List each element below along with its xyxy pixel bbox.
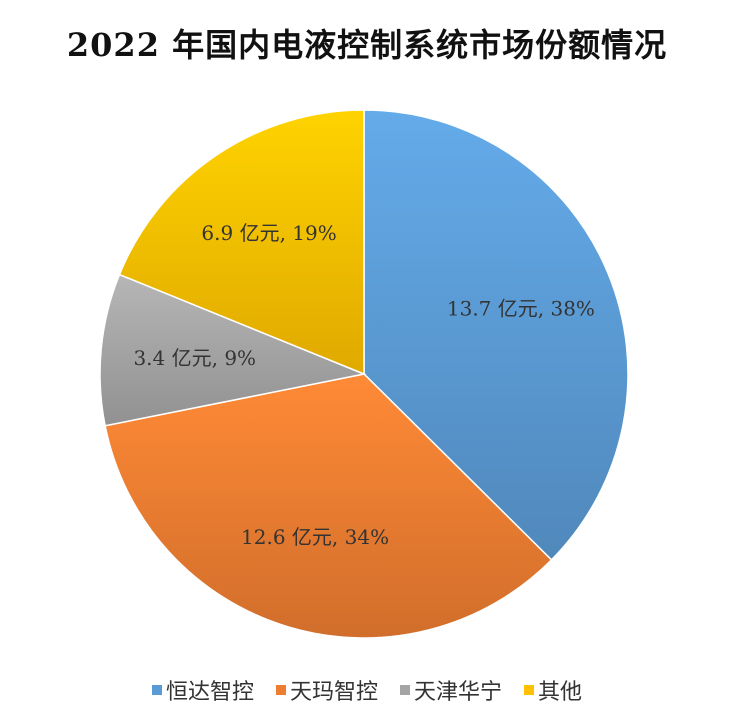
slice-data-label: 3.4 亿元, 9% xyxy=(133,346,256,370)
pie-slice-2 xyxy=(104,373,553,639)
chart-title: 2022 年国内电液控制系统市场份额情况 xyxy=(66,26,668,64)
pie-slices xyxy=(99,109,629,639)
legend-label: 恒达智控 xyxy=(165,680,254,705)
legend-swatch xyxy=(400,685,410,695)
pie-slice-4 xyxy=(118,109,365,376)
slice-data-label: 6.9 亿元, 19% xyxy=(201,221,336,245)
legend-label: 天津华宁 xyxy=(414,680,503,705)
legend-label: 其他 xyxy=(538,680,583,705)
slice-data-label: 12.6 亿元, 34% xyxy=(241,525,389,549)
legend-swatch xyxy=(275,685,286,695)
legend-item: 天玛智控 xyxy=(275,674,378,706)
legend-item: 天津华宁 xyxy=(400,674,502,706)
pie-slice-1 xyxy=(363,109,629,561)
slice-data-label: 13.7 亿元, 38% xyxy=(447,297,595,321)
legend: 恒达智控 天玛智控 天津华宁 其他 xyxy=(0,674,734,706)
legend-swatch xyxy=(151,685,162,695)
pie-labels: 13.7 亿元, 38% 12.6 亿元, 34% 3.4 亿元, 9% 6.9 亿元… xyxy=(133,221,594,549)
legend-item: 恒达智控 xyxy=(151,674,254,706)
legend-swatch xyxy=(524,685,535,695)
legend-item: 其他 xyxy=(524,674,582,706)
legend-label: 天玛智控 xyxy=(289,680,378,705)
pie-slice-3 xyxy=(99,273,367,427)
